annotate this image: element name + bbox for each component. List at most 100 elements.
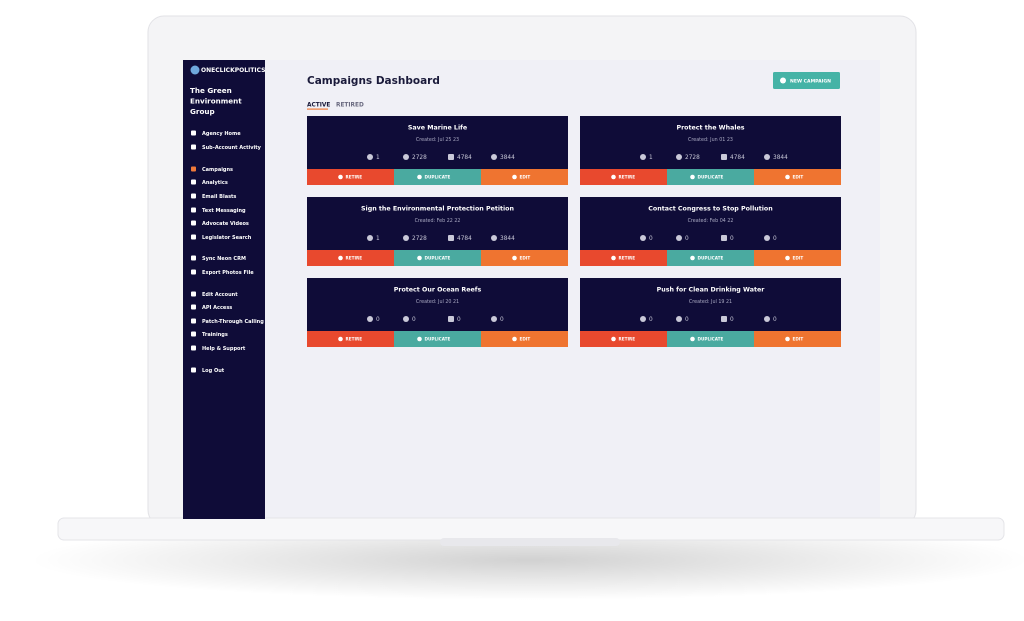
stat-value: 0 [376,317,380,323]
action-label: EDIT [793,337,804,342]
campaign-title: Protect Our Ocean Reefs [394,287,482,294]
action-button[interactable] [481,169,568,185]
new-campaign-button[interactable] [773,72,840,89]
nav-item[interactable]: Sync Neon CRM [202,256,246,262]
nav-icon [191,345,196,351]
stat-icon [367,316,373,322]
nav-item[interactable]: Legislator Search [202,235,252,241]
stat-icon [403,154,409,160]
nav-item[interactable]: Log Out [202,368,225,374]
action-icon [611,255,616,261]
nav-icon [191,179,196,185]
nav-item[interactable]: Sub-Account Activity [202,145,262,151]
stat-value: 1 [376,155,380,161]
nav-icon [191,367,196,373]
action-button[interactable] [754,250,841,266]
stat-value: 0 [773,317,777,323]
stat-value: 4784 [457,236,472,242]
action-button[interactable] [754,169,841,185]
nav-icon [191,220,196,226]
action-button[interactable] [754,331,841,347]
action-icon [690,174,695,180]
stat-icon [640,154,646,160]
nav-icon [191,291,196,297]
nav-item[interactable]: Campaigns [202,167,233,173]
stat-value: 4784 [730,155,745,161]
action-button[interactable] [667,250,754,266]
stat-value: 0 [412,317,416,323]
tab[interactable]: ACTIVE [307,103,330,109]
action-label: DUPLICATE [425,256,451,261]
nav-item[interactable]: Text Messaging [202,208,246,214]
action-button[interactable] [580,250,667,266]
nav-icon [191,304,196,310]
stat-icon [764,316,770,322]
nav-item[interactable]: Patch-Through Calling [202,319,264,325]
nav-icon [191,255,196,261]
nav-item[interactable]: Agency Home [202,131,241,137]
action-button[interactable] [394,250,481,266]
action-button[interactable] [307,331,394,347]
laptop-notch [440,538,620,546]
stat-value: 0 [773,236,777,242]
nav-item[interactable]: Help & Support [202,346,246,352]
action-button[interactable] [481,331,568,347]
action-icon [611,336,616,342]
nav-item[interactable]: API Access [202,305,232,311]
content: Agency Home Sub-Account Activity Campaigns… [191,103,841,374]
action-button[interactable] [667,169,754,185]
action-button[interactable] [580,169,667,185]
stat-icon [764,235,770,241]
stat-value: 3844 [500,236,515,242]
action-label: EDIT [793,256,804,261]
tab[interactable]: RETIRED [336,103,364,109]
nav-item[interactable]: Advocate Videos [202,221,249,227]
stat-icon [721,235,727,241]
action-icon [512,174,517,180]
nav-item[interactable]: Edit Account [202,292,238,298]
nav-item[interactable]: Email Blasts [202,194,236,200]
nav-icon [191,269,196,275]
page-title: Campaigns Dashboard [307,75,440,87]
stat-icon [491,154,497,160]
action-icon [338,336,343,342]
action-icon [338,255,343,261]
action-button[interactable] [394,169,481,185]
button-label: NEW CAMPAIGN [790,79,831,85]
action-button[interactable] [307,169,394,185]
action-icon [785,174,790,180]
stat-value: 2728 [685,155,700,161]
stat-icon [491,316,497,322]
action-button[interactable] [307,250,394,266]
action-button[interactable] [667,331,754,347]
brand: ONECLICKPOLITICS [201,67,265,74]
action-icon [785,255,790,261]
nav-item[interactable]: Analytics [202,180,228,186]
nav-icon [191,193,196,199]
nav-icon [191,130,196,136]
action-label: RETIRE [619,337,636,342]
nav-item[interactable]: Export Photos File [202,270,254,276]
nav-icon [191,318,196,324]
stat-value: 0 [730,317,734,323]
action-button[interactable] [580,331,667,347]
action-label: EDIT [520,175,531,180]
stat-icon [448,316,454,322]
stat-icon [403,316,409,322]
action-icon [512,255,517,261]
action-icon [417,336,422,342]
action-button[interactable] [481,250,568,266]
stat-icon [721,154,727,160]
action-button[interactable] [394,331,481,347]
stat-icon [676,235,682,241]
campaign-title: Push for Clean Drinking Water [657,287,766,294]
campaign-title: Save Marine Life [408,125,467,132]
action-label: RETIRE [346,175,363,180]
nav-item[interactable]: Trainings [202,332,228,338]
campaign-title: Protect the Whales [676,125,744,132]
stat-value: 3844 [500,155,515,161]
campaign-created: Created: Jun 01 23 [688,137,733,143]
stat-icon [676,316,682,322]
stat-icon [721,316,727,322]
stat-value: 0 [457,317,461,323]
